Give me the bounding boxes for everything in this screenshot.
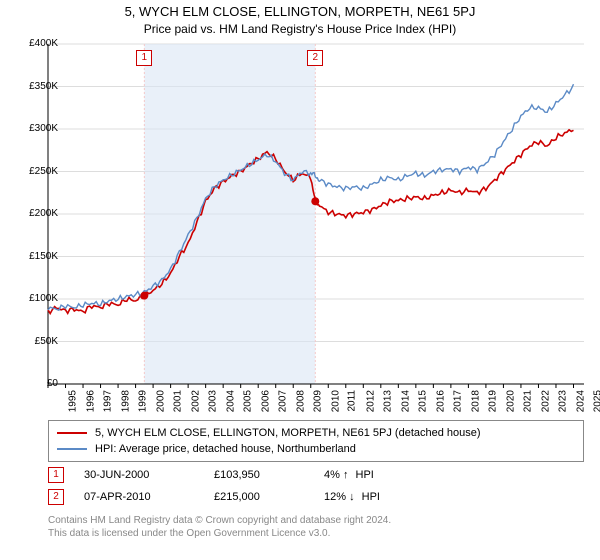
x-tick-label: 2005: [242, 390, 253, 412]
x-tick-label: 2010: [330, 390, 341, 412]
chart-title-line1: 5, WYCH ELM CLOSE, ELLINGTON, MORPETH, N…: [0, 4, 600, 19]
attribution-text: Contains HM Land Registry data © Crown c…: [48, 514, 584, 540]
event-date: 07-APR-2010: [84, 491, 214, 503]
legend-swatch: [57, 432, 87, 434]
x-tick-label: 2015: [418, 390, 429, 412]
event-row: 2 07-APR-2010£215,00012% ↓ HPI: [48, 486, 584, 508]
x-tick-label: 2022: [540, 390, 551, 412]
y-tick-label: £50K: [35, 336, 58, 347]
event-row: 1 30-JUN-2000£103,9504% ↑ HPI: [48, 464, 584, 486]
x-tick-label: 2017: [453, 390, 464, 412]
attribution-line1: Contains HM Land Registry data © Crown c…: [48, 515, 391, 526]
legend-box: 5, WYCH ELM CLOSE, ELLINGTON, MORPETH, N…: [48, 420, 584, 462]
y-tick-label: £100K: [29, 293, 58, 304]
event-change: 12% ↓ HPI: [324, 491, 444, 503]
event-price: £215,000: [214, 491, 324, 503]
x-tick-label: 2011: [347, 390, 358, 412]
y-tick-label: £200K: [29, 208, 58, 219]
event-change: 4% ↑ HPI: [324, 469, 444, 481]
legend-item: 5, WYCH ELM CLOSE, ELLINGTON, MORPETH, N…: [57, 425, 575, 441]
event-price: £103,950: [214, 469, 324, 481]
chart-title-line2: Price paid vs. HM Land Registry's House …: [0, 22, 600, 36]
y-tick-label: £400K: [29, 38, 58, 49]
x-tick-label: 2009: [312, 390, 323, 412]
x-tick-label: 1999: [137, 390, 148, 412]
event-table: 1 30-JUN-2000£103,9504% ↑ HPI 2 07-APR-2010…: [48, 464, 584, 508]
x-tick-label: 2023: [558, 390, 569, 412]
x-tick-label: 1998: [120, 390, 131, 412]
event-vs-label: HPI: [359, 491, 380, 503]
arrow-down-icon: ↓: [349, 491, 355, 503]
event-change-pct: 12%: [324, 491, 349, 503]
chart-container: 5, WYCH ELM CLOSE, ELLINGTON, MORPETH, N…: [0, 0, 600, 560]
x-tick-label: 2001: [172, 390, 183, 412]
x-tick-label: 2019: [488, 390, 499, 412]
y-tick-label: £300K: [29, 123, 58, 134]
x-tick-label: 2014: [400, 390, 411, 412]
x-tick-label: 1997: [102, 390, 113, 412]
x-tick-label: 2007: [277, 390, 288, 412]
legend-item: HPI: Average price, detached house, Nort…: [57, 441, 575, 457]
plot-area: [48, 44, 584, 384]
x-tick-label: 2002: [190, 390, 201, 412]
y-tick-label: £250K: [29, 166, 58, 177]
x-tick-label: 1995: [67, 390, 78, 412]
x-tick-label: 2004: [225, 390, 236, 412]
x-tick-label: 2025: [593, 390, 600, 412]
x-tick-label: 2008: [295, 390, 306, 412]
event-id-box: 1: [48, 467, 64, 483]
plot-svg: [48, 44, 584, 384]
x-tick-label: 2013: [383, 390, 394, 412]
x-tick-label: 1996: [85, 390, 96, 412]
legend-swatch: [57, 448, 87, 450]
event-flag: 1: [136, 50, 152, 66]
x-tick-label: 2020: [505, 390, 516, 412]
event-vs-label: HPI: [352, 469, 373, 481]
legend-label: 5, WYCH ELM CLOSE, ELLINGTON, MORPETH, N…: [95, 427, 481, 439]
y-tick-label: £350K: [29, 81, 58, 92]
event-date: 30-JUN-2000: [84, 469, 214, 481]
x-tick-label: 2021: [523, 390, 534, 412]
event-id-box: 2: [48, 489, 64, 505]
x-tick-label: 2000: [155, 390, 166, 412]
x-tick-label: 2016: [435, 390, 446, 412]
event-flag: 2: [307, 50, 323, 66]
attribution-line2: This data is licensed under the Open Gov…: [48, 528, 330, 539]
event-change-pct: 4%: [324, 469, 343, 481]
x-tick-label: 2006: [260, 390, 271, 412]
x-tick-label: 2024: [575, 390, 586, 412]
legend-label: HPI: Average price, detached house, Nort…: [95, 443, 356, 455]
y-tick-label: £150K: [29, 251, 58, 262]
x-tick-label: 2012: [365, 390, 376, 412]
x-tick-label: 2018: [470, 390, 481, 412]
y-tick-label: £0: [47, 378, 58, 389]
x-tick-label: 2003: [207, 390, 218, 412]
arrow-up-icon: ↑: [343, 469, 349, 481]
